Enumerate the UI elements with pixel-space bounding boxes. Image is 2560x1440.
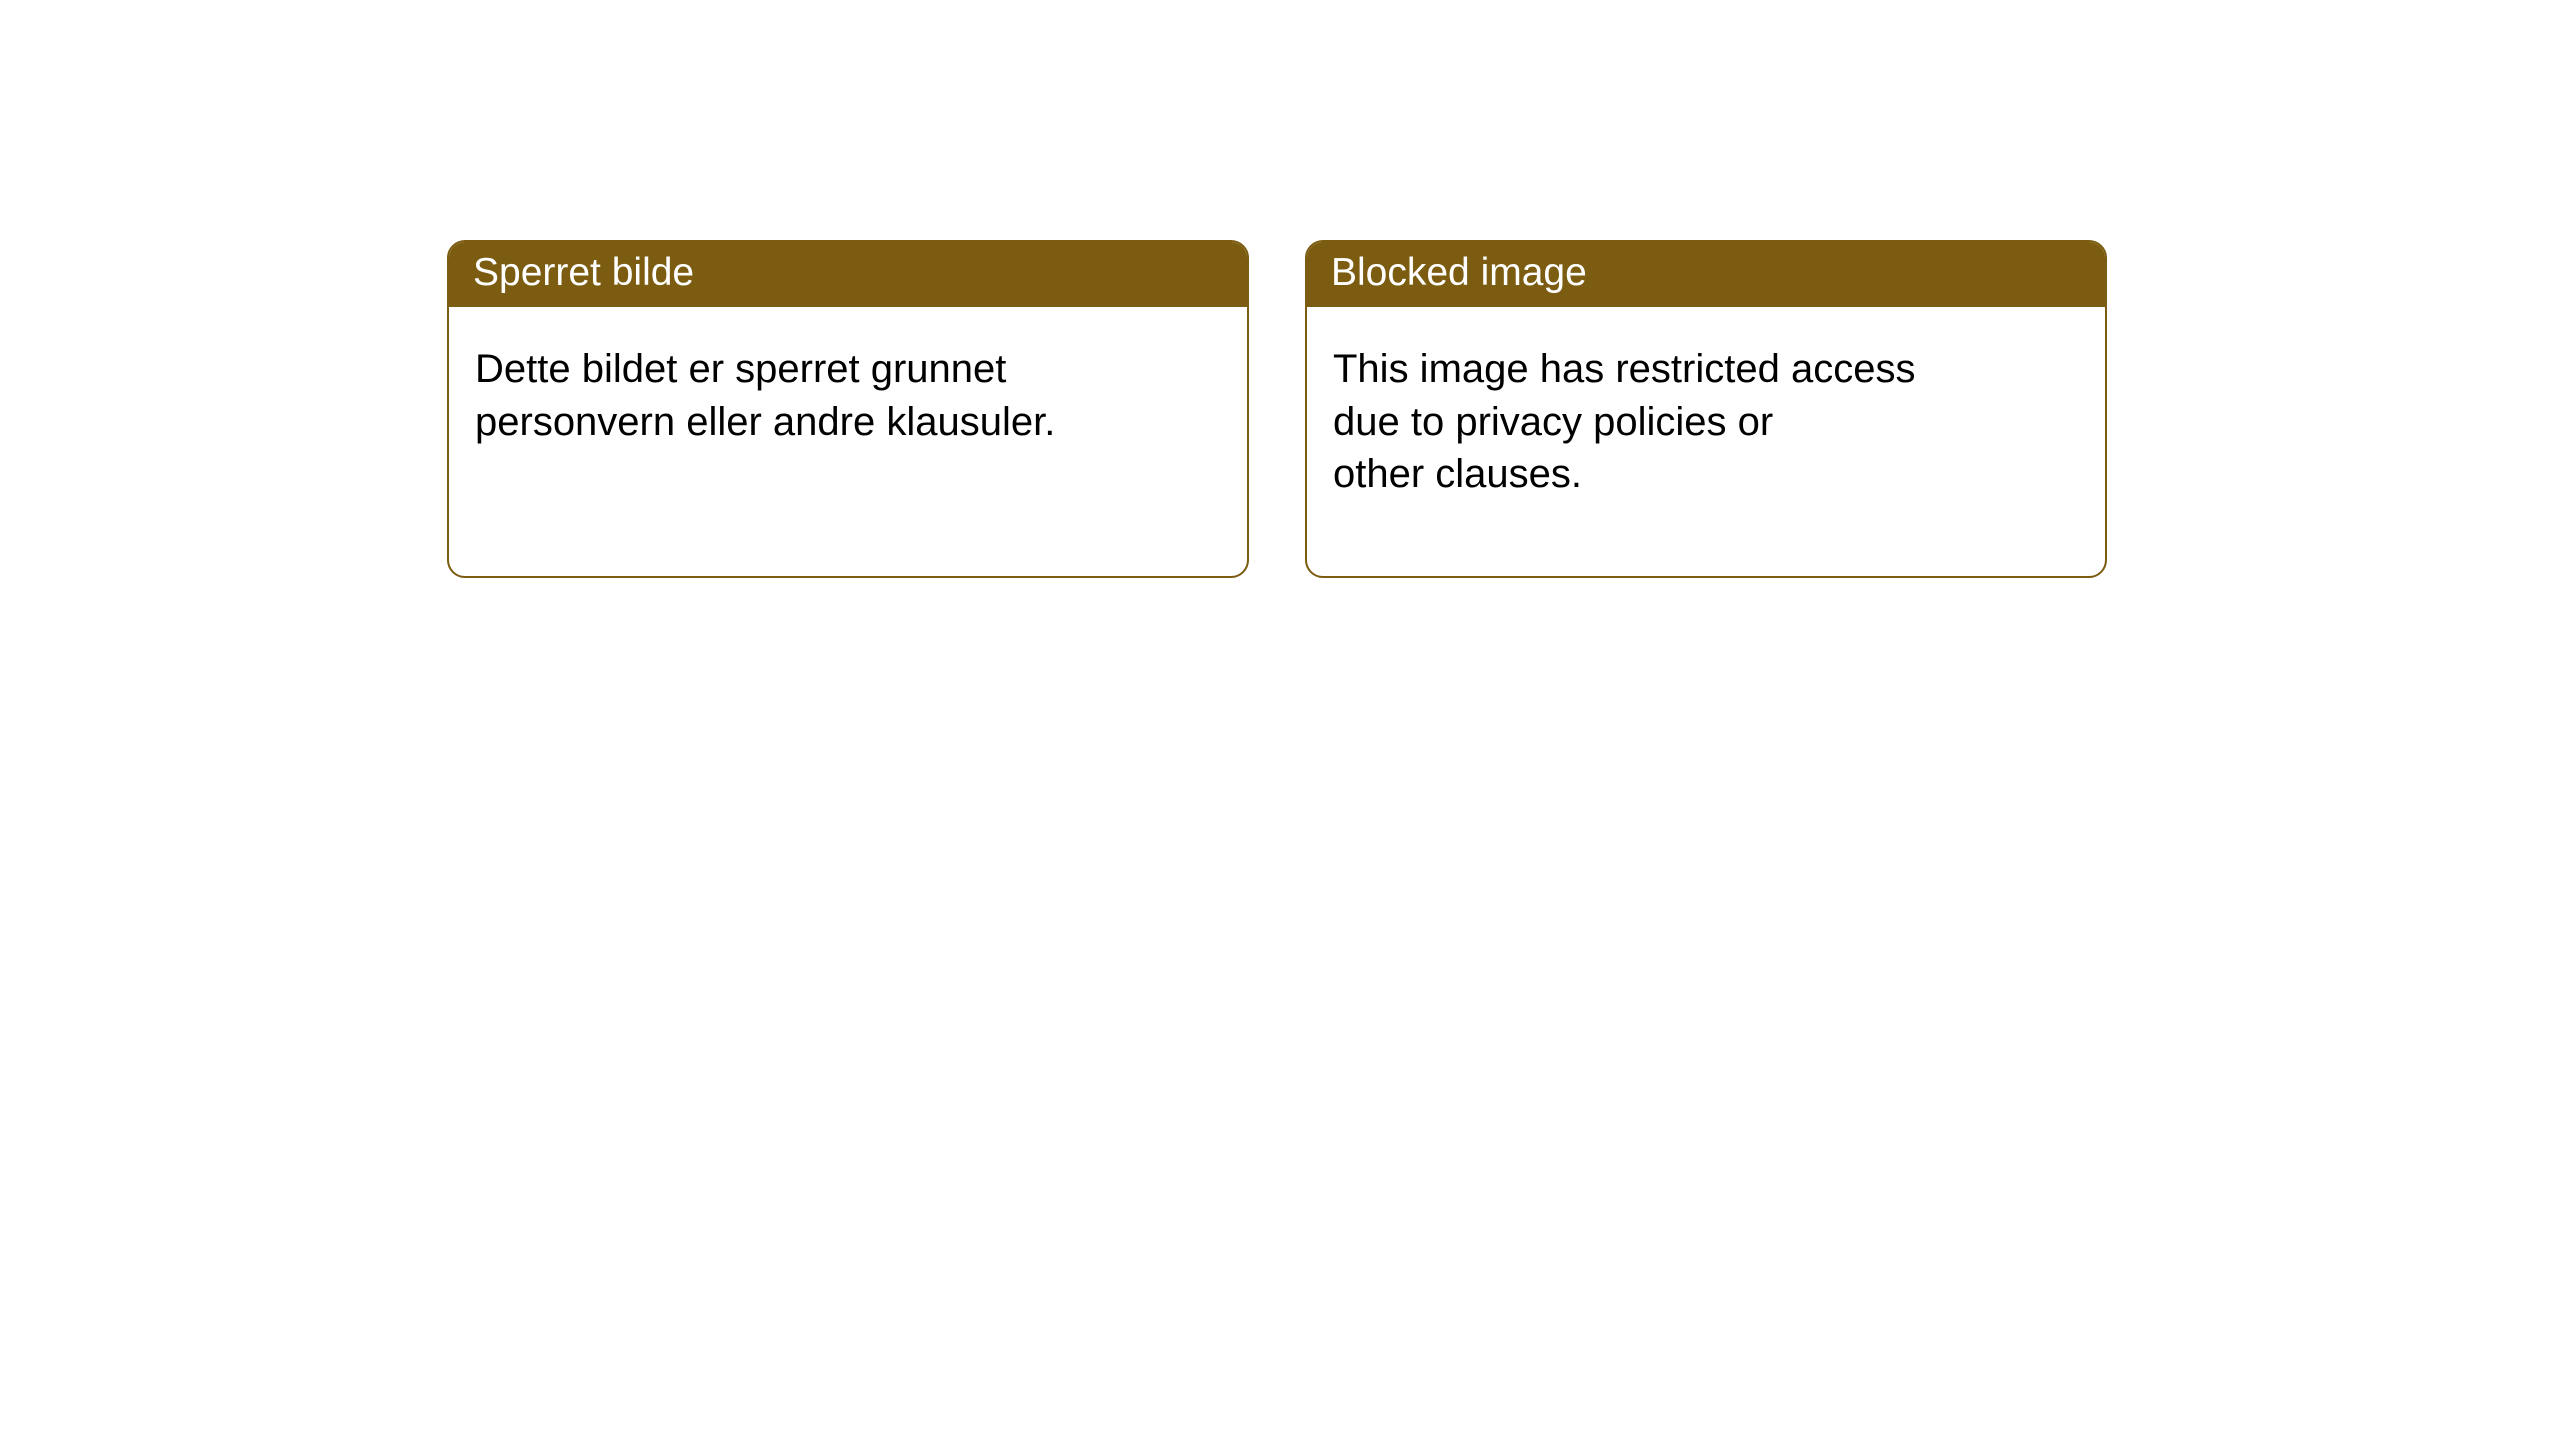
notice-body-english: This image has restricted access due to …: [1307, 307, 2105, 537]
notice-body-norwegian: Dette bildet er sperret grunnet personve…: [449, 307, 1247, 485]
notice-header-norwegian: Sperret bilde: [449, 242, 1247, 307]
notice-card-english: Blocked image This image has restricted …: [1305, 240, 2107, 578]
notice-container: Sperret bilde Dette bildet er sperret gr…: [0, 0, 2560, 578]
notice-header-english: Blocked image: [1307, 242, 2105, 307]
notice-card-norwegian: Sperret bilde Dette bildet er sperret gr…: [447, 240, 1249, 578]
